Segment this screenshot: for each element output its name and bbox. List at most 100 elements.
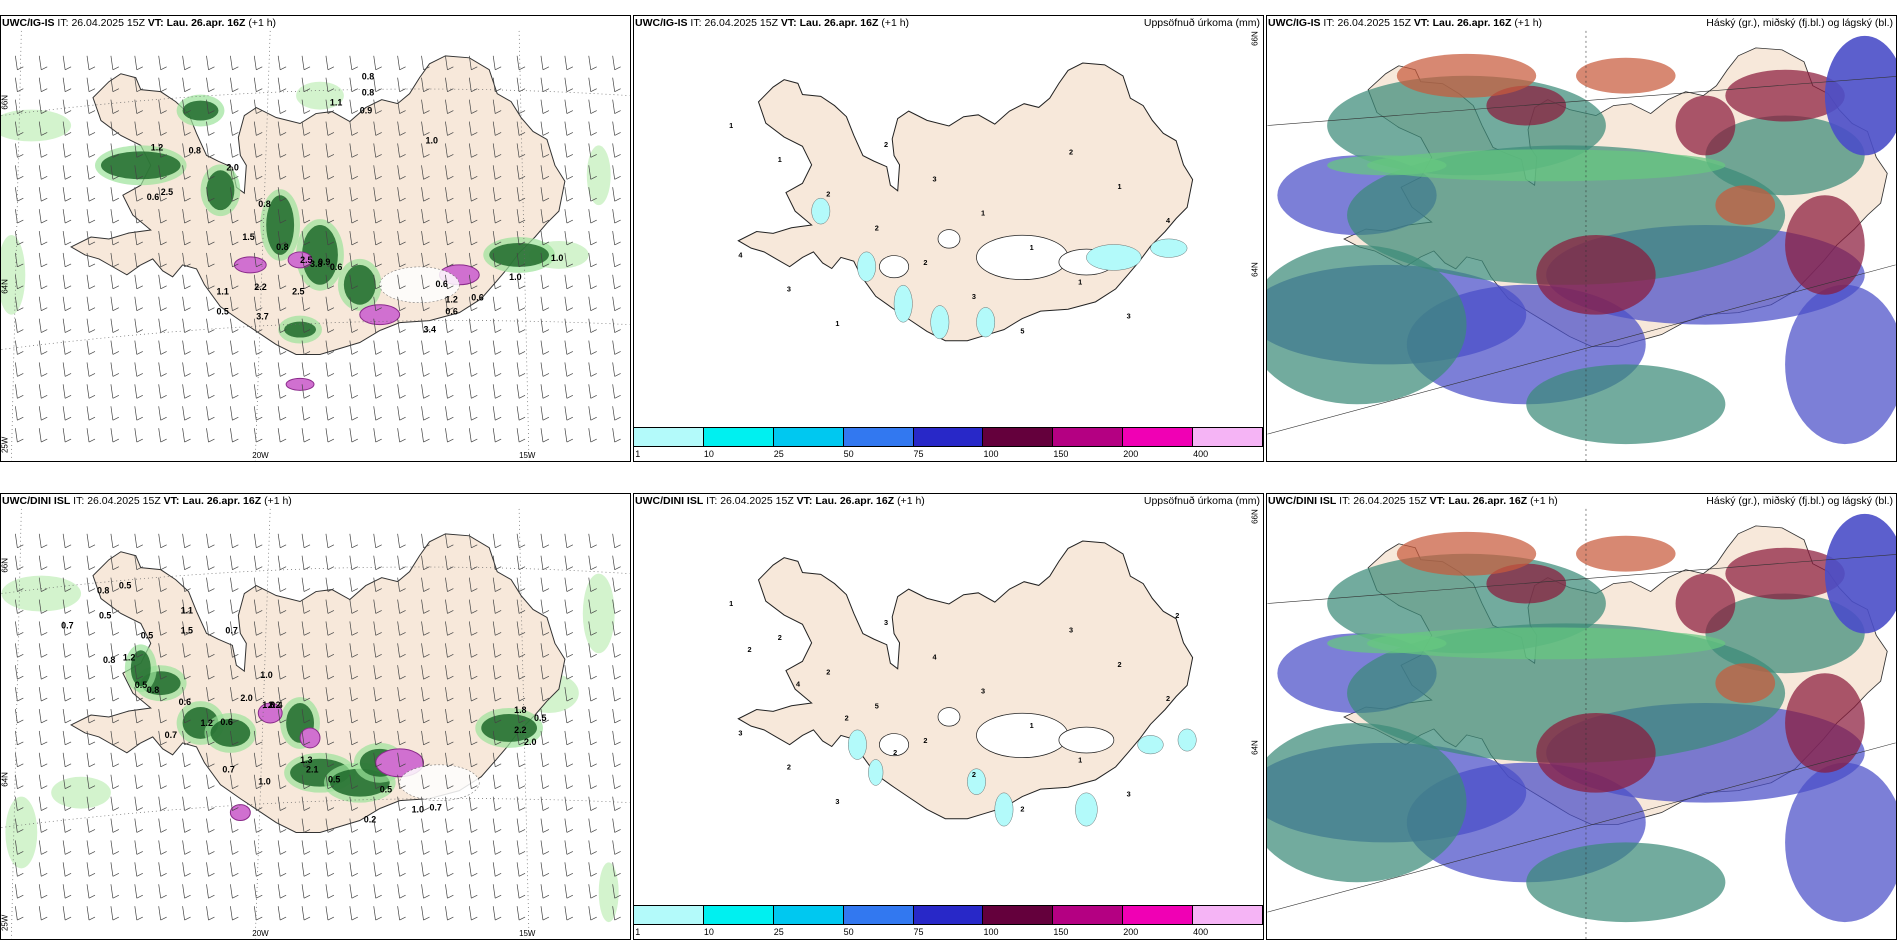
precip-value-label: 2: [1175, 611, 1179, 620]
precip-value-label: 1: [1078, 755, 1082, 764]
precip-value-label: 0.6: [220, 717, 232, 727]
precip-value-label: 1: [1030, 721, 1034, 730]
colorbar-label: 50: [843, 927, 854, 937]
precip-value-label: 0.9: [318, 257, 330, 267]
precip-value-label: 3: [738, 728, 742, 737]
precip-value-label: 2.2: [254, 282, 266, 292]
precip-value-label: 5: [1020, 326, 1024, 335]
lat-label-64n: 64N: [1251, 262, 1260, 277]
precip-value-label: 0.8: [189, 145, 201, 155]
precip-value-label: 2: [884, 140, 888, 149]
colorbar-label: 10: [703, 927, 714, 937]
precip-value-label: 1: [778, 155, 782, 164]
precip-value-label: 3.8: [310, 259, 322, 269]
precip-value-label: 1.2: [123, 652, 135, 662]
precip-value-label: 3.4: [424, 325, 436, 335]
precip-value-label: 3: [835, 797, 839, 806]
precip-value-label: 3: [884, 618, 888, 627]
colorbar-swatch: [634, 428, 704, 446]
wind-map: 66N 64N 25W 20W 15W 0.8 0.8 1.1 0.9 1.0 1.2 0.8 2.0 0…: [1, 16, 630, 461]
precip-value-label: 3: [933, 174, 937, 183]
wind-map-panel-dini: UWC/DINI ISL IT: 26.04.2025 15Z VT: Lau.…: [0, 493, 631, 940]
cloud-map-panel-ig-is: UWC/IG-IS IT: 26.04.2025 15Z VT: Lau. 26…: [1266, 15, 1897, 462]
precip-value-label: 0.5: [135, 680, 147, 690]
precip-value-label: 1: [729, 599, 733, 608]
precip-value-label: 1: [729, 121, 733, 130]
colorbar-swatch: [703, 906, 774, 924]
panel-title: UWC/IG-IS IT: 26.04.2025 15Z VT: Lau. 26…: [2, 17, 277, 29]
precip-value-label: 2: [826, 189, 830, 198]
precip-value-label: 0.9: [360, 106, 372, 116]
precip-value-label: 1: [1030, 243, 1034, 252]
precip-value-label: 0.8: [147, 685, 159, 695]
precip-value-label: 4: [738, 250, 743, 259]
precip-value-label: 0.5: [216, 307, 228, 317]
precip-map-panel-ig-is: UWC/IG-IS IT: 26.04.2025 15Z VT: Lau. 26…: [633, 15, 1264, 462]
colorbar-swatch: [983, 428, 1054, 446]
precip-value-label: 1.0: [426, 135, 438, 145]
precip-value-label: 2.5: [292, 287, 304, 297]
precip-value-label: 2: [1166, 694, 1170, 703]
colorbar-swatch: [913, 428, 984, 446]
panel-title: UWC/IG-IS IT: 26.04.2025 15Z VT: Lau. 26…: [1268, 17, 1543, 29]
panel-subtitle: Háský (gr.), miðský (fj.bl.) og lágský (…: [1706, 17, 1893, 29]
panel-subtitle: Háský (gr.), miðský (fj.bl.) og lágský (…: [1706, 495, 1893, 507]
precip-value-label: 2: [845, 714, 849, 723]
precip-value-label: 1.1: [181, 605, 193, 615]
precip-value-label: 1.0: [258, 777, 270, 787]
precip-value-label: 1.2: [151, 142, 163, 152]
lat-label-66n: 66N: [1251, 31, 1260, 46]
wind-map-panel-ig-is: UWC/IG-IS IT: 26.04.2025 15Z VT: Lau. 26…: [0, 15, 631, 462]
precip-value-label: 2: [1118, 660, 1122, 669]
colorbar-label: 50: [843, 449, 854, 459]
precip-value-label: 0.6: [445, 307, 457, 317]
precip-value-label: 0.8: [97, 586, 109, 596]
precip-value-label: 3: [1069, 626, 1073, 635]
lat-label-64n: 64N: [1251, 740, 1260, 755]
precip-value-label: 1: [1078, 277, 1082, 286]
colorbar-swatch: [1053, 906, 1124, 924]
colorbar-swatch: [1123, 428, 1194, 446]
precip-value-label: 1.0: [551, 253, 563, 263]
lat-label-64n: 64N: [1, 279, 9, 294]
precip-value-label: 3.7: [256, 312, 268, 322]
precip-value-label: 2: [787, 763, 791, 772]
colorbar-swatch: [1193, 428, 1263, 446]
colorbar-label: 200: [1123, 449, 1139, 459]
precip-value-label: 2.5: [161, 187, 173, 197]
precip-value-label: 3: [981, 687, 985, 696]
precip-value-label: 2.0: [524, 737, 536, 747]
precip-value-label: 0.6: [147, 192, 159, 202]
colorbar-label: 150: [1053, 927, 1069, 937]
colorbar-swatch: [703, 428, 774, 446]
colorbar-label: 25: [773, 927, 784, 937]
cloud-map-panel-dini: UWC/DINI ISL IT: 26.04.2025 15Z VT: Lau.…: [1266, 493, 1897, 940]
precip-value-label: 1.2: [201, 718, 213, 728]
precip-value-label: 0.7: [222, 765, 234, 775]
precip-value-label: 2: [1020, 804, 1024, 813]
precip-value-label: 2: [893, 748, 897, 757]
precip-value-label: 1.3: [300, 755, 312, 765]
colorbar-label: 75: [913, 449, 924, 459]
precip-value-label: 1: [981, 209, 985, 218]
precip-value-label: 0.5: [380, 785, 392, 795]
precip-value-label: 2: [875, 224, 879, 233]
precip-value-label: 0.8: [276, 242, 288, 252]
precip-value-label: 2.2: [268, 700, 280, 710]
colorbar-label: 400: [1193, 449, 1209, 459]
cloud-map: [1267, 16, 1896, 461]
precip-value-label: 0.7: [165, 730, 177, 740]
colorbar-label: 400: [1193, 927, 1209, 937]
precip-value-label: 0.6: [330, 262, 342, 272]
precip-value-label: 0.5: [328, 775, 340, 785]
colorbar-label: 75: [913, 927, 924, 937]
precip-value-label: 0.8: [362, 72, 374, 82]
precip-value-label: 1.1: [216, 287, 228, 297]
precip-value-label: 2: [1069, 148, 1073, 157]
precip-value-label: 0.7: [225, 625, 237, 635]
precip-value-label: 0.7: [61, 620, 73, 630]
precip-value-label: 2: [778, 633, 782, 642]
colorbar-label: 25: [773, 449, 784, 459]
colorbar-swatch: [913, 906, 984, 924]
